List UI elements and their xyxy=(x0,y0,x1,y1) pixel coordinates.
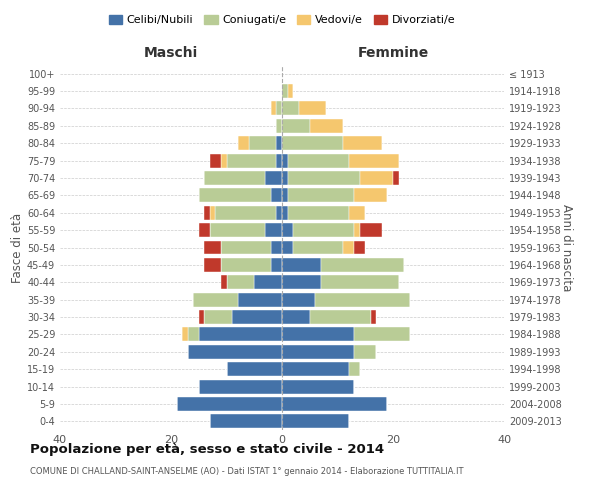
Bar xyxy=(310,310,371,324)
Bar xyxy=(349,154,398,168)
Bar xyxy=(199,188,271,202)
Bar xyxy=(238,136,249,150)
Bar xyxy=(282,345,354,358)
Bar xyxy=(282,171,287,185)
Bar xyxy=(265,223,282,237)
Bar xyxy=(277,206,282,220)
Bar xyxy=(354,240,365,254)
Bar xyxy=(293,240,343,254)
Bar xyxy=(287,84,293,98)
Bar xyxy=(227,276,254,289)
Legend: Celibi/Nubili, Coniugati/e, Vedovi/e, Divorziati/e: Celibi/Nubili, Coniugati/e, Vedovi/e, Di… xyxy=(104,10,460,30)
Bar xyxy=(210,154,221,168)
Bar xyxy=(282,328,354,342)
Bar xyxy=(354,188,388,202)
Bar xyxy=(282,188,287,202)
Text: Popolazione per età, sesso e stato civile - 2014: Popolazione per età, sesso e stato civil… xyxy=(30,442,384,456)
Bar xyxy=(321,276,398,289)
Bar xyxy=(221,276,227,289)
Bar xyxy=(204,206,210,220)
Bar xyxy=(354,328,410,342)
Bar xyxy=(371,310,376,324)
Bar xyxy=(199,223,210,237)
Bar xyxy=(221,258,271,272)
Bar xyxy=(204,171,265,185)
Bar xyxy=(188,328,199,342)
Bar xyxy=(287,206,349,220)
Bar xyxy=(282,397,388,411)
Bar xyxy=(193,292,238,306)
Bar xyxy=(277,136,282,150)
Bar xyxy=(282,206,287,220)
Y-axis label: Anni di nascita: Anni di nascita xyxy=(560,204,573,291)
Bar xyxy=(271,240,282,254)
Bar xyxy=(221,154,227,168)
Bar xyxy=(282,258,321,272)
Bar xyxy=(271,258,282,272)
Bar xyxy=(282,380,354,394)
Bar xyxy=(354,223,360,237)
Bar xyxy=(176,397,282,411)
Bar xyxy=(277,102,282,116)
Bar xyxy=(227,362,282,376)
Bar xyxy=(299,102,326,116)
Bar xyxy=(238,292,282,306)
Bar xyxy=(321,258,404,272)
Bar xyxy=(282,84,287,98)
Bar xyxy=(182,328,188,342)
Bar xyxy=(277,154,282,168)
Bar xyxy=(282,276,321,289)
Bar xyxy=(232,310,282,324)
Bar xyxy=(221,240,271,254)
Bar xyxy=(227,154,277,168)
Bar xyxy=(393,171,398,185)
Y-axis label: Fasce di età: Fasce di età xyxy=(11,212,24,282)
Bar xyxy=(293,223,354,237)
Bar xyxy=(287,188,354,202)
Bar xyxy=(360,223,382,237)
Bar xyxy=(316,292,410,306)
Bar xyxy=(354,345,376,358)
Bar xyxy=(343,136,382,150)
Bar xyxy=(199,328,282,342)
Bar xyxy=(215,206,277,220)
Bar xyxy=(282,102,299,116)
Bar xyxy=(204,240,221,254)
Bar xyxy=(271,102,277,116)
Bar xyxy=(199,380,282,394)
Bar xyxy=(188,345,282,358)
Bar xyxy=(343,240,354,254)
Text: COMUNE DI CHALLAND-SAINT-ANSELME (AO) - Dati ISTAT 1° gennaio 2014 - Elaborazion: COMUNE DI CHALLAND-SAINT-ANSELME (AO) - … xyxy=(30,468,464,476)
Bar xyxy=(349,206,365,220)
Bar xyxy=(210,414,282,428)
Bar xyxy=(204,258,221,272)
Bar xyxy=(282,119,310,133)
Bar xyxy=(349,362,360,376)
Bar xyxy=(271,188,282,202)
Bar xyxy=(282,154,287,168)
Bar xyxy=(360,171,393,185)
Bar xyxy=(204,310,232,324)
Bar xyxy=(282,136,343,150)
Bar xyxy=(210,206,215,220)
Bar xyxy=(282,292,316,306)
Text: Maschi: Maschi xyxy=(144,46,198,60)
Bar xyxy=(249,136,277,150)
Bar xyxy=(282,310,310,324)
Bar xyxy=(277,119,282,133)
Bar xyxy=(254,276,282,289)
Text: Femmine: Femmine xyxy=(358,46,428,60)
Bar xyxy=(287,154,349,168)
Bar xyxy=(282,362,349,376)
Bar xyxy=(282,240,293,254)
Bar xyxy=(265,171,282,185)
Bar xyxy=(287,171,360,185)
Bar xyxy=(282,223,293,237)
Bar xyxy=(199,310,204,324)
Bar xyxy=(282,414,349,428)
Bar xyxy=(210,223,265,237)
Bar xyxy=(310,119,343,133)
